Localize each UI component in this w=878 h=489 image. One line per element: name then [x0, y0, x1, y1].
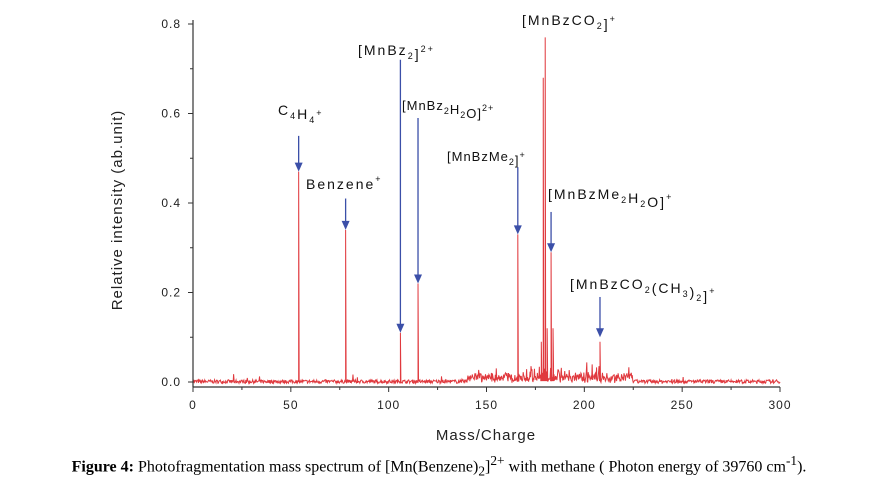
y-axis-title: Relative intensity (ab.unit) — [109, 110, 126, 311]
mnbzco2ch32-label: [MnBzCO2(CH3)2]+ — [570, 276, 716, 304]
y-tick-label: 0.8 — [161, 17, 181, 31]
x-tick-label: 0 — [189, 398, 197, 412]
annotation-arrow-head — [341, 220, 350, 230]
caption-end: ). — [797, 458, 807, 476]
y-tick-label: 0.4 — [161, 196, 181, 210]
y-tick-label: 0.6 — [161, 107, 181, 121]
annotation-arrow-head — [595, 328, 604, 338]
benzene-label: Benzene+ — [306, 174, 383, 192]
x-tick-label: 150 — [475, 398, 498, 412]
caption-sup: 2+ — [490, 453, 505, 468]
mnbzme2h2o-label: [MnBzMe2H2O]+ — [548, 186, 673, 210]
spectrum-trace-group — [192, 37, 781, 386]
caption-mid: ] — [485, 458, 491, 476]
x-axis-title: Mass/Charge — [436, 427, 536, 444]
x-tick-label: 300 — [768, 398, 791, 412]
x-tick-label: 250 — [671, 398, 694, 412]
c4h4-label: C4H4+ — [278, 102, 324, 125]
axes-group: 0 50 100 150 200 250 300 0.0 0.2 0.4 0.6 0.8 — [161, 17, 791, 412]
annotation-arrow-head — [294, 162, 303, 172]
x-tick-label: 50 — [283, 398, 298, 412]
mnbz2-label: [MnBz2]2+ — [358, 42, 435, 62]
x-tick-label: 200 — [573, 398, 596, 412]
caption-text-before: Photofragmentation mass spectrum of [Mn(… — [133, 458, 479, 476]
annotation-labels-group: C4H4+ Benzene+ [MnBz2]2+ [MnBz2H2O]2+ [MnBzM… — [278, 12, 716, 304]
annotation-arrow-head — [547, 243, 556, 253]
spectrum-trace — [192, 37, 781, 386]
caption-text-after: with methane ( Photon energy of 39760 cm — [504, 458, 786, 476]
caption-label: Figure 4: — [71, 458, 134, 476]
mnbzme2-label: [MnBzMe2]+ — [447, 149, 526, 168]
x-tick-label: 100 — [377, 398, 400, 412]
annotation-arrow-head — [396, 323, 405, 333]
figure-caption: Figure 4: Photofragmentation mass spectr… — [0, 453, 878, 480]
annotation-arrows-group — [294, 59, 604, 338]
mnbz2h2o-label: [MnBz2H2O]2+ — [402, 98, 494, 121]
caption-sub: 2 — [478, 463, 485, 479]
annotation-arrow-head — [414, 274, 423, 284]
caption-unit-sup: -1 — [785, 453, 798, 468]
mnbzco2-label: [MnBzCO2]+ — [522, 12, 617, 32]
annotation-arrow-head — [513, 225, 522, 235]
y-tick-label: 0.2 — [161, 286, 181, 300]
y-tick-label: 0.0 — [161, 375, 181, 389]
